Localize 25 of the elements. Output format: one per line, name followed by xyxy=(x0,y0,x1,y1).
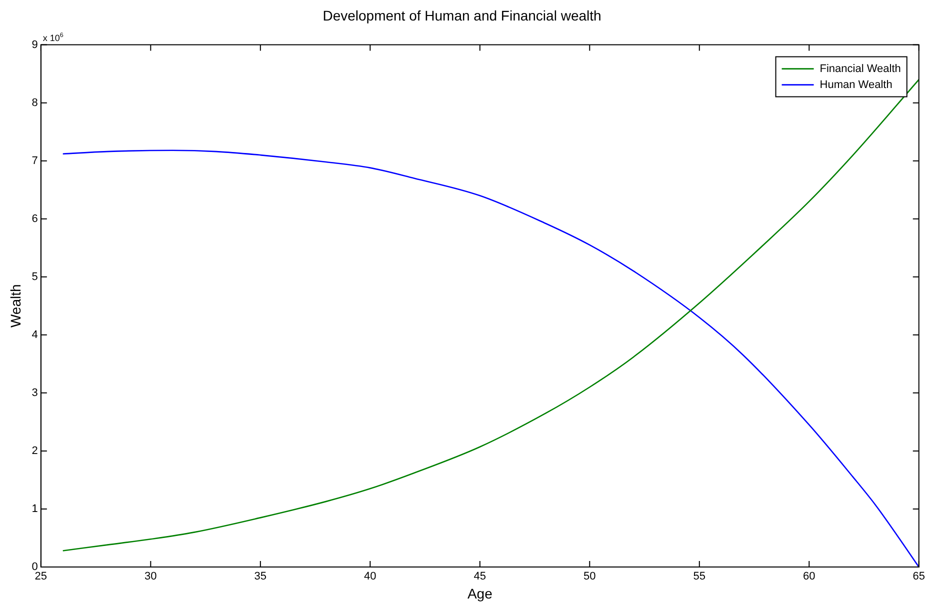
x-tick-label: 50 xyxy=(584,570,596,583)
x-axis-title: Age xyxy=(467,585,493,602)
y-tick-label: 8 xyxy=(32,96,38,109)
y-tick-label: 1 xyxy=(32,503,38,516)
y-tick-label: 5 xyxy=(32,270,38,283)
y-tick-label: 3 xyxy=(32,386,38,399)
y-tick-label: 7 xyxy=(32,154,38,167)
x-tick-label: 40 xyxy=(364,570,376,583)
legend-label: Human Wealth xyxy=(820,78,892,91)
x-tick-label: 35 xyxy=(254,570,267,583)
x-tick-label: 25 xyxy=(34,570,48,583)
y-tick-label: 4 xyxy=(32,328,38,341)
line-series xyxy=(62,78,919,552)
y-tick-label: 2 xyxy=(32,444,38,457)
x-tick-label: 45 xyxy=(474,570,486,583)
legend-label: Financial Wealth xyxy=(820,62,901,75)
y-tick-label: 9 xyxy=(32,38,38,51)
x-tick-label: 30 xyxy=(144,570,157,583)
x-tick-label: 55 xyxy=(693,570,706,583)
y-tick-label: 6 xyxy=(32,212,38,225)
chart-title: Development of Human and Financial wealth xyxy=(322,7,602,24)
x-tick-label: 60 xyxy=(803,570,816,583)
x-tick-label: 65 xyxy=(912,570,926,583)
line-series xyxy=(62,150,919,567)
y-axis-title: Wealth xyxy=(7,284,24,328)
